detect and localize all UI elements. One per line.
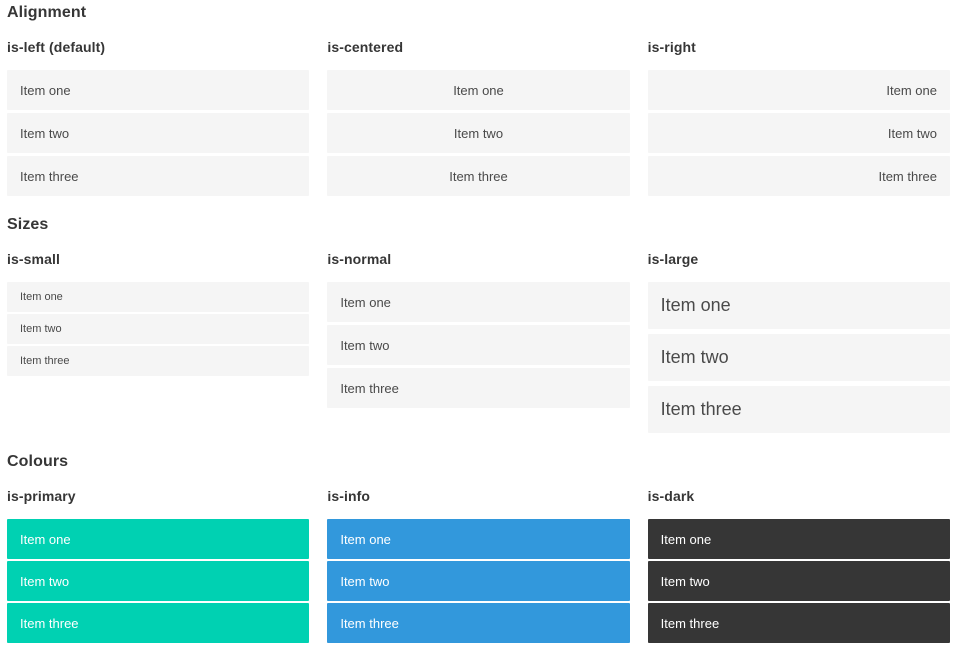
group-label: is-dark bbox=[647, 488, 695, 504]
sizes-columns: is-small Item one Item two Item three is… bbox=[7, 251, 950, 433]
list-item: Item three bbox=[647, 603, 950, 643]
list-item: Item one bbox=[647, 70, 950, 110]
block-list-left: Item one Item two Item three bbox=[7, 70, 310, 196]
list-item: Item one bbox=[327, 282, 630, 322]
section-title: Sizes bbox=[7, 216, 49, 233]
group-label: is-info bbox=[327, 488, 371, 504]
list-item: Item one bbox=[7, 519, 310, 559]
group-is-primary: is-primary Item one Item two Item three bbox=[7, 488, 310, 643]
list-item: Item two bbox=[7, 314, 310, 344]
block-list-info: Item one Item two Item three bbox=[327, 519, 630, 643]
section-title: Alignment bbox=[7, 4, 87, 21]
group-is-left: is-left (default) Item one Item two Item… bbox=[7, 39, 310, 196]
block-list-centered: Item one Item two Item three bbox=[327, 70, 630, 196]
list-item: Item one bbox=[327, 519, 630, 559]
list-item: Item three bbox=[7, 603, 310, 643]
group-label: is-small bbox=[7, 251, 60, 267]
list-item: Item three bbox=[327, 156, 630, 196]
list-item: Item two bbox=[647, 561, 950, 601]
group-is-right: is-right Item one Item two Item three bbox=[647, 39, 950, 196]
list-item: Item one bbox=[327, 70, 630, 110]
group-label: is-large bbox=[647, 251, 699, 267]
list-item: Item two bbox=[647, 334, 950, 381]
list-item: Item one bbox=[7, 282, 310, 312]
block-list-dark: Item one Item two Item three bbox=[647, 519, 950, 643]
section-colours: Colours is-primary Item one Item two Ite… bbox=[7, 453, 950, 643]
list-item: Item one bbox=[647, 519, 950, 559]
block-list-large: Item one Item two Item three bbox=[647, 282, 950, 433]
group-is-info: is-info Item one Item two Item three bbox=[327, 488, 630, 643]
group-label: is-centered bbox=[327, 39, 404, 55]
list-item: Item three bbox=[327, 603, 630, 643]
list-item: Item three bbox=[647, 156, 950, 196]
list-item: Item two bbox=[7, 113, 310, 153]
group-label: is-normal bbox=[327, 251, 392, 267]
group-is-small: is-small Item one Item two Item three bbox=[7, 251, 310, 376]
list-item: Item two bbox=[327, 561, 630, 601]
block-list-right: Item one Item two Item three bbox=[647, 70, 950, 196]
list-item: Item one bbox=[647, 282, 950, 329]
list-item: Item two bbox=[7, 561, 310, 601]
group-is-normal: is-normal Item one Item two Item three bbox=[327, 251, 630, 408]
section-sizes: Sizes is-small Item one Item two Item th… bbox=[7, 216, 950, 433]
list-item: Item three bbox=[7, 346, 310, 376]
group-is-centered: is-centered Item one Item two Item three bbox=[327, 39, 630, 196]
list-item: Item two bbox=[647, 113, 950, 153]
list-item: Item two bbox=[327, 113, 630, 153]
group-is-dark: is-dark Item one Item two Item three bbox=[647, 488, 950, 643]
list-item: Item three bbox=[7, 156, 310, 196]
list-item: Item three bbox=[647, 386, 950, 433]
block-list-normal: Item one Item two Item three bbox=[327, 282, 630, 408]
alignment-columns: is-left (default) Item one Item two Item… bbox=[7, 39, 950, 196]
group-is-large: is-large Item one Item two Item three bbox=[647, 251, 950, 433]
group-label: is-right bbox=[647, 39, 696, 55]
group-label: is-primary bbox=[7, 488, 76, 504]
list-item: Item one bbox=[7, 70, 310, 110]
block-list-small: Item one Item two Item three bbox=[7, 282, 310, 376]
section-alignment: Alignment is-left (default) Item one Ite… bbox=[7, 4, 950, 196]
group-label: is-left (default) bbox=[7, 39, 106, 55]
section-title: Colours bbox=[7, 453, 69, 470]
list-item: Item two bbox=[327, 325, 630, 365]
colours-columns: is-primary Item one Item two Item three … bbox=[7, 488, 950, 643]
list-item: Item three bbox=[327, 368, 630, 408]
block-list-primary: Item one Item two Item three bbox=[7, 519, 310, 643]
